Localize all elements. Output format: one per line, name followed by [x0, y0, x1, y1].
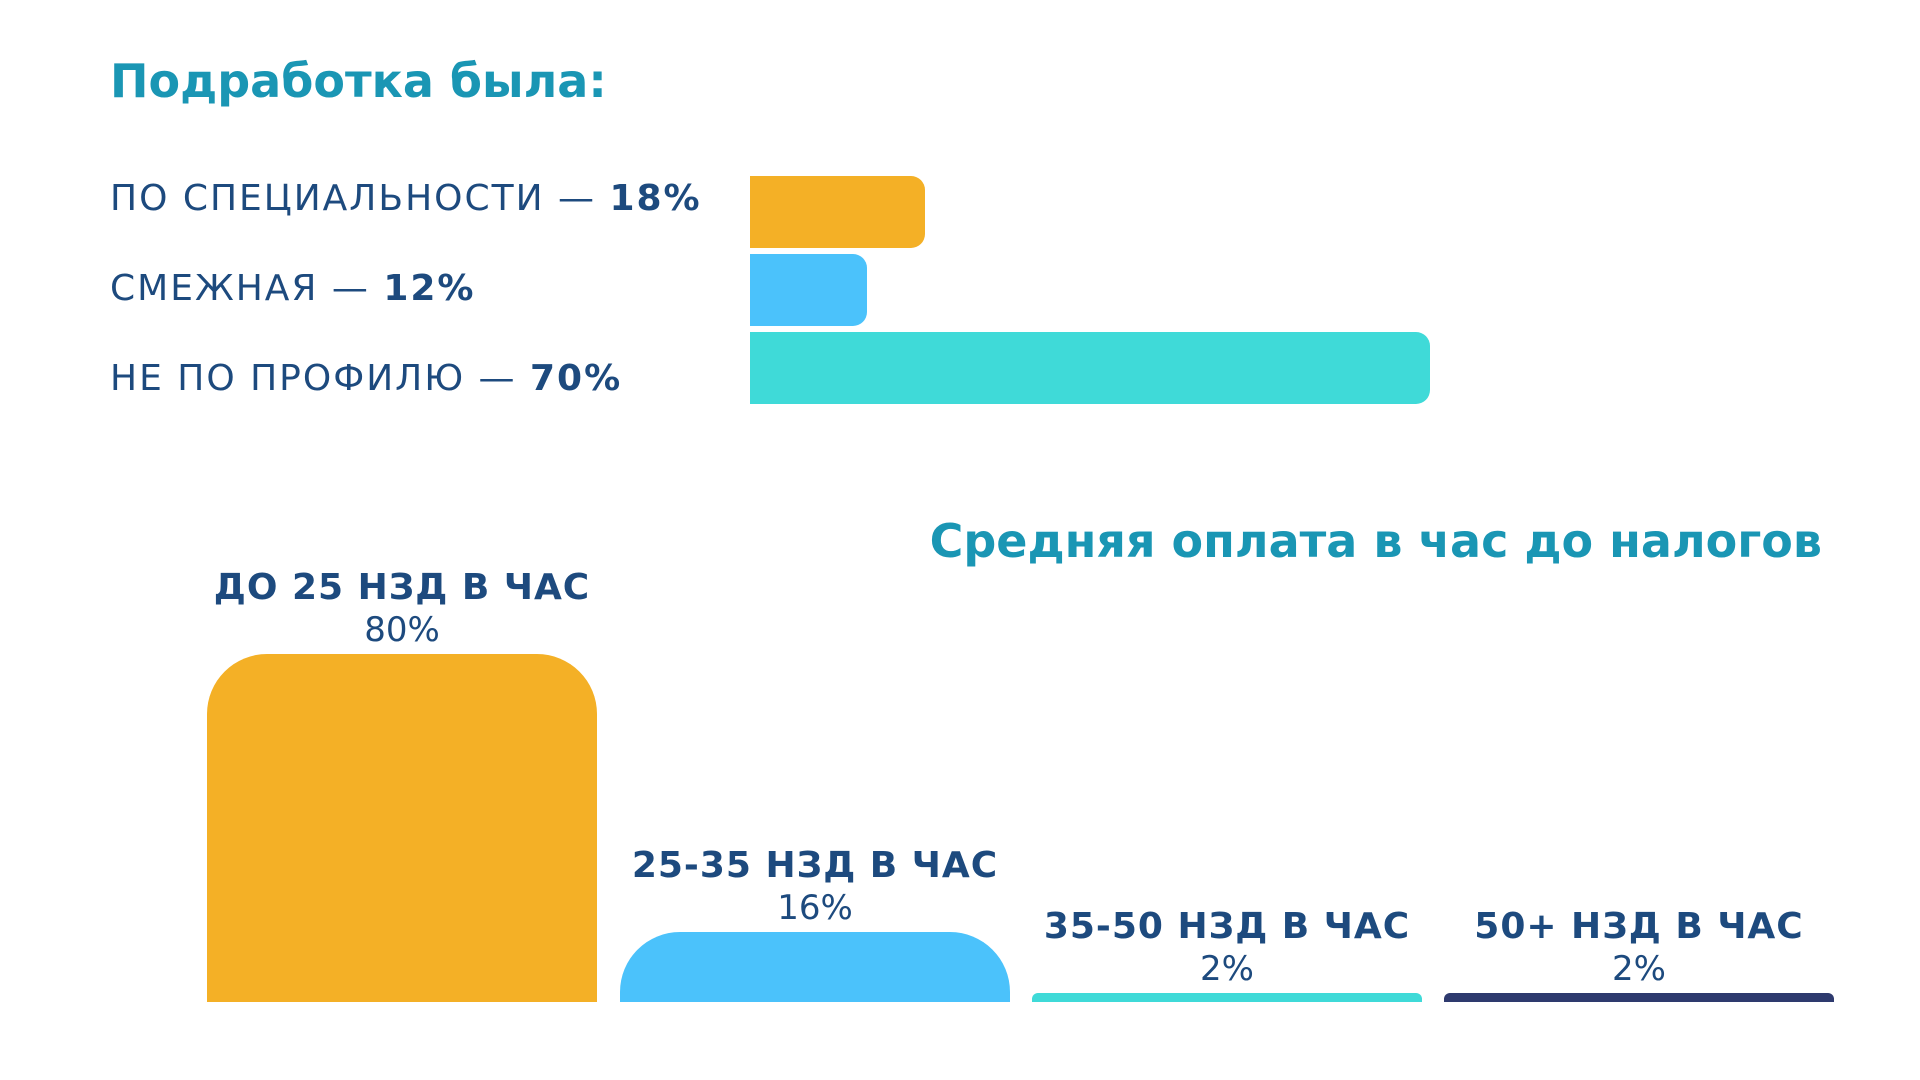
h-bar-label: ПО СПЕЦИАЛЬНОСТИ — 18%	[110, 178, 702, 219]
v-bar-value-label: 80%	[364, 610, 440, 650]
v-bar	[1032, 993, 1422, 1002]
h-bar-separator: —	[544, 178, 610, 219]
v-bar	[207, 654, 597, 1002]
v-bar-category-label: 50+ НЗД В ЧАС	[1474, 906, 1804, 947]
h-bar	[750, 176, 925, 248]
h-bar-category: СМЕЖНАЯ	[110, 268, 319, 309]
h-bar-value-label: 18%	[609, 178, 702, 219]
v-bar	[1444, 993, 1834, 1002]
v-bar	[620, 932, 1010, 1002]
h-bar-label: СМЕЖНАЯ — 12%	[110, 268, 476, 309]
h-bar	[750, 254, 867, 326]
v-bar-caption: 25-35 НЗД В ЧАС 16%	[560, 844, 1070, 928]
h-bar-category: НЕ ПО ПРОФИЛЮ	[110, 358, 466, 399]
v-bar-category-label: 35-50 НЗД В ЧАС	[1043, 906, 1411, 947]
h-bar-label: НЕ ПО ПРОФИЛЮ — 70%	[110, 358, 622, 399]
chart-title-side-job: Подработка была:	[110, 54, 607, 108]
h-bar-value-label: 12%	[383, 268, 476, 309]
v-bar-category-label: ДО 25 НЗД В ЧАС	[213, 567, 591, 608]
h-bar-separator: —	[465, 358, 530, 399]
v-bar-caption: 35-50 НЗД В ЧАС 2%	[972, 905, 1482, 989]
h-bar-separator: —	[318, 268, 384, 309]
v-bar-caption: ДО 25 НЗД В ЧАС 80%	[147, 566, 657, 650]
chart-title-hourly-pay: Средняя оплата в час до налогов	[929, 514, 1822, 568]
v-bar-value-label: 16%	[777, 888, 853, 928]
v-bar-value-label: 2%	[1200, 949, 1254, 989]
h-bar-value-label: 70%	[529, 358, 623, 399]
h-bar-category: ПО СПЕЦИАЛЬНОСТИ	[110, 178, 545, 219]
v-bar-value-label: 2%	[1612, 949, 1666, 989]
v-bar-caption: 50+ НЗД В ЧАС 2%	[1384, 905, 1894, 989]
h-bar	[750, 332, 1430, 404]
v-bar-category-label: 25-35 НЗД В ЧАС	[631, 845, 999, 886]
